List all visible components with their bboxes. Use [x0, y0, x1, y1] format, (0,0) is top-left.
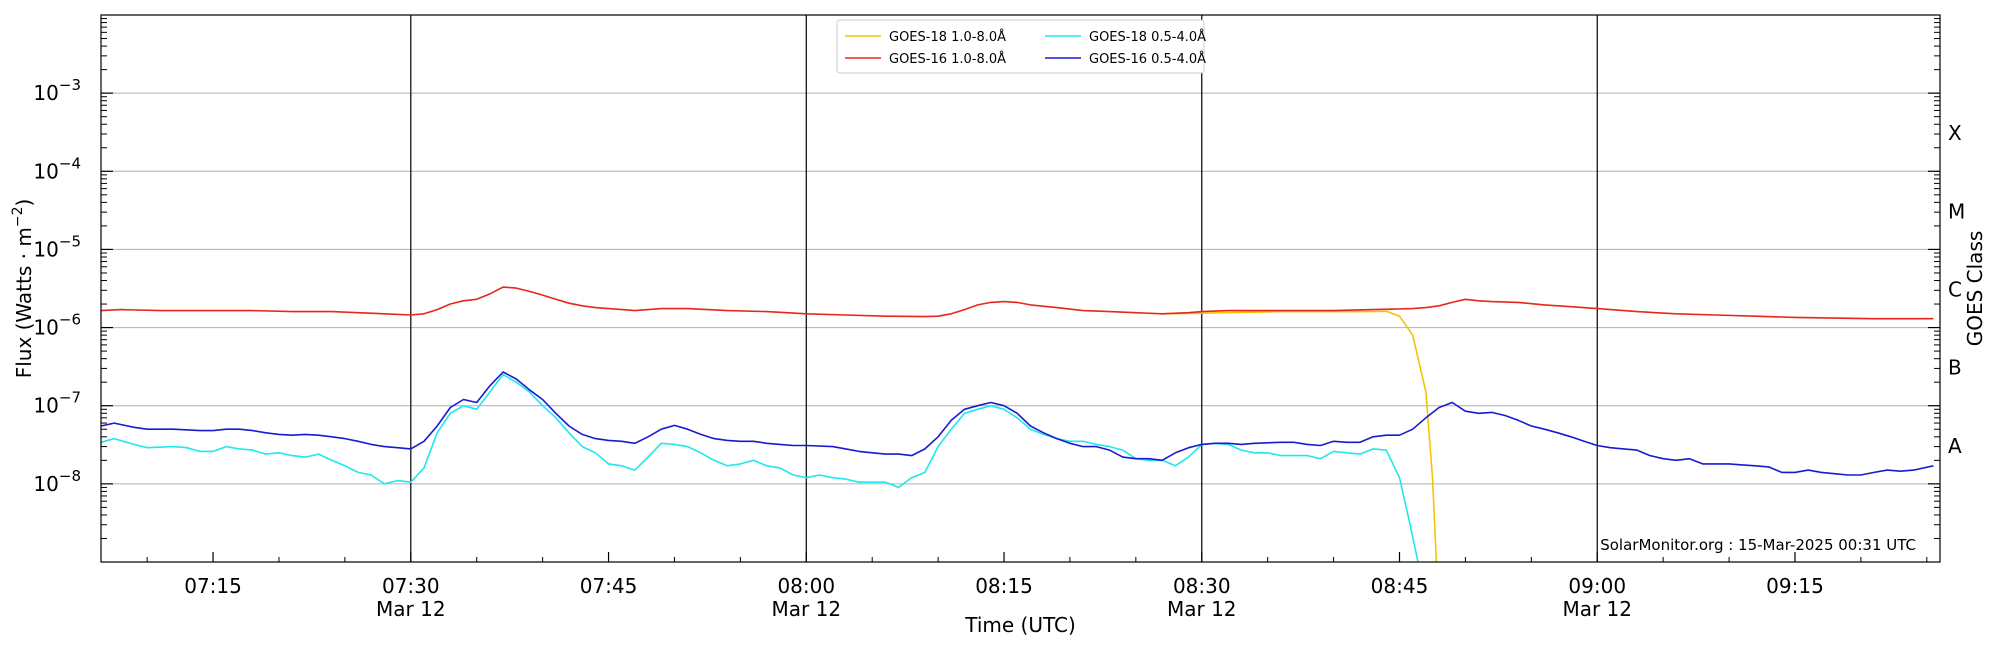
y-axis: 10−8 10−7 10−6 10−5 10−4 10−3 [33, 18, 1940, 539]
goes-class-label: C [1948, 278, 1962, 302]
goes-class-label: X [1948, 121, 1962, 145]
y-tick-label: 10−3 [33, 76, 81, 105]
plot-frame [100, 14, 1941, 563]
legend: GOES-18 1.0-8.0Å GOES-18 0.5-4.0Å GOES-16 … [836, 19, 1206, 74]
series-line [100, 373, 1419, 563]
x-tick-label: 07:30 [382, 574, 440, 598]
x-tick-label: 08:15 [975, 574, 1033, 598]
x-tick-date-label: Mar 12 [1167, 597, 1237, 621]
legend-label: GOES-18 1.0-8.0Å [889, 29, 1006, 45]
y-tick-label: 10−5 [33, 232, 81, 261]
series-line [1162, 310, 1438, 563]
y-tick-label: 10−8 [33, 467, 81, 496]
x-tick-label: 08:30 [1173, 574, 1231, 598]
x-tick-date-label: Mar 12 [376, 597, 446, 621]
grid [101, 92, 1940, 485]
x-tick-date-label: Mar 12 [1562, 597, 1632, 621]
x-tick-date-label: Mar 12 [772, 597, 842, 621]
x-tick-label: 09:00 [1568, 574, 1626, 598]
series-line [100, 371, 1934, 476]
x-axis-title: Time (UTC) [964, 613, 1076, 637]
goes-class-axis: A B C M X [1948, 121, 1965, 458]
y-tick-label: 10−4 [33, 154, 81, 183]
goes-class-label: M [1948, 199, 1965, 223]
y-axis-title: Flux (Watts · m−2) [10, 199, 36, 379]
series-line [100, 286, 1934, 320]
credit-text: SolarMonitor.org : 15-Mar-2025 00:31 UTC [1600, 536, 1916, 554]
x-tick-label: 07:45 [580, 574, 638, 598]
day-marker-lines [410, 15, 1598, 562]
legend-box [836, 19, 1205, 74]
x-tick-label: 07:15 [184, 574, 242, 598]
x-tick-label: 08:45 [1371, 574, 1429, 598]
goes-class-label: A [1948, 434, 1962, 458]
series-lines [100, 286, 1934, 563]
legend-label: GOES-16 0.5-4.0Å [1089, 51, 1206, 67]
y-tick-label: 10−6 [33, 311, 81, 340]
goes-class-axis-title: GOES Class [1963, 231, 1987, 347]
legend-label: GOES-16 1.0-8.0Å [889, 51, 1006, 67]
legend-label: GOES-18 0.5-4.0Å [1089, 29, 1206, 45]
y-tick-label: 10−7 [33, 389, 81, 418]
x-tick-label: 08:00 [777, 574, 835, 598]
x-tick-label: 09:15 [1766, 574, 1824, 598]
goes-class-label: B [1948, 356, 1962, 380]
